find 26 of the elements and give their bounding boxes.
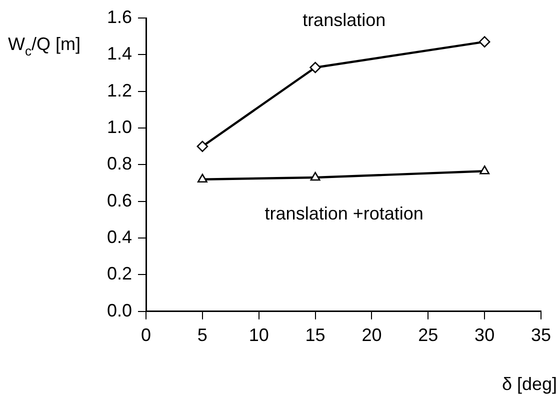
y-tick-label: 1.0 (106, 116, 132, 137)
y-tick-label: 0.6 (106, 190, 132, 210)
x-tick-label: 30 (474, 325, 495, 346)
x-tick-label: 10 (248, 325, 269, 346)
x-tick-label: 35 (530, 325, 552, 346)
point (310, 172, 320, 181)
series-label: translation +rotation (264, 203, 424, 224)
point (197, 174, 208, 183)
y-tick-label: 0.4 (106, 227, 132, 248)
y-tick-label: 0.0 (106, 300, 132, 320)
point (310, 62, 321, 74)
x-axis-title: δ [deg] (502, 374, 558, 394)
y-tick-label: 1.6 (106, 6, 132, 27)
x-tick-label: 0 (140, 325, 152, 346)
x-tick-label: 15 (305, 325, 326, 346)
x-tick-label: 5 (197, 325, 208, 346)
y-tick-label: 0.8 (106, 154, 132, 174)
series-label: translation (302, 10, 386, 30)
y-tick-label: 1.4 (106, 44, 132, 64)
point (478, 36, 490, 48)
point (196, 140, 208, 152)
point (480, 165, 490, 174)
x-tick-label: 20 (362, 325, 382, 346)
x-tick-label: 25 (418, 325, 438, 346)
y-tick-label: 0.2 (106, 264, 132, 284)
y-tick-label: 1.2 (106, 80, 132, 100)
